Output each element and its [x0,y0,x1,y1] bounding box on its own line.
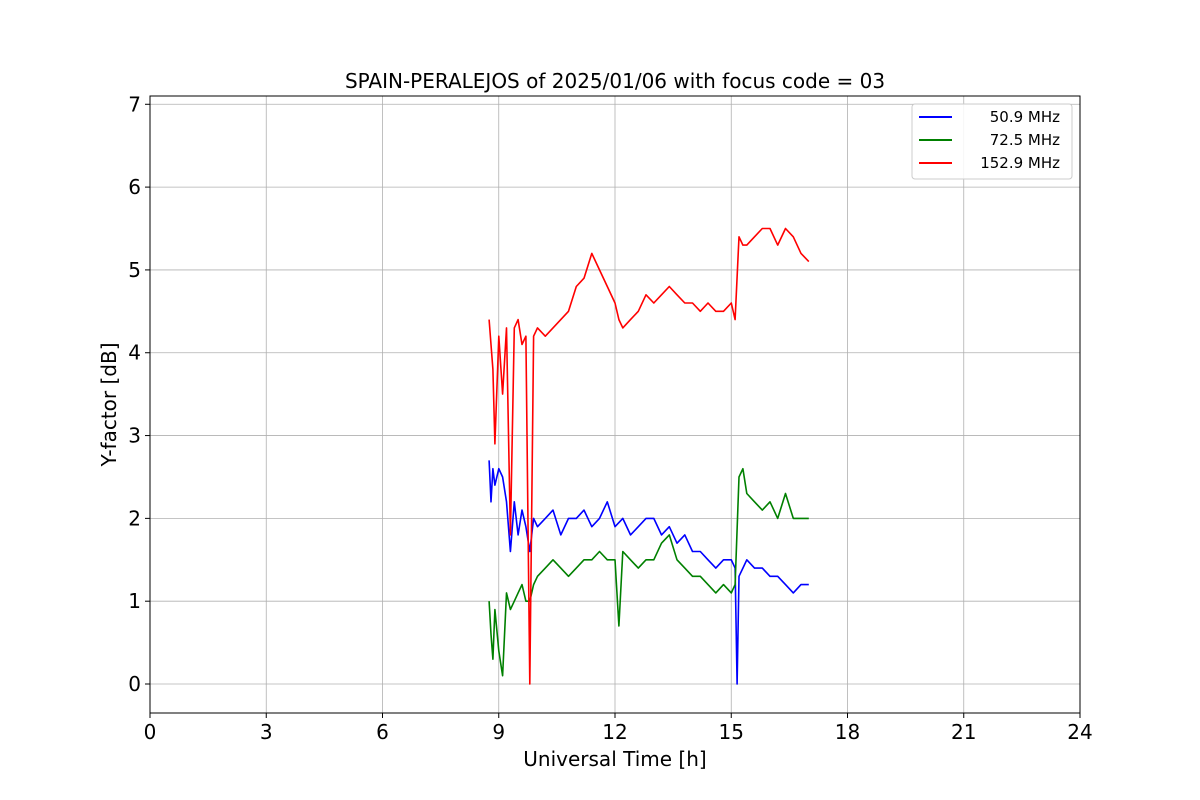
legend-label-2: 152.9 MHz [980,154,1060,172]
x-tick-label: 21 [951,720,976,744]
x-axis-label: Universal Time [h] [523,747,706,771]
y-tick-label: 6 [128,175,141,199]
legend-label-0: 50.9 MHz [990,108,1060,126]
x-tick-label: 3 [260,720,273,744]
x-tick-label: 18 [835,720,860,744]
legend-label-1: 72.5 MHz [990,131,1060,149]
x-tick-label: 9 [492,720,505,744]
chart-title: SPAIN-PERALEJOS of 2025/01/06 with focus… [345,69,885,93]
x-tick-label: 6 [376,720,389,744]
y-tick-label: 2 [128,506,141,530]
legend: 50.9 MHz 72.5 MHz 152.9 MHz [911,103,1073,180]
x-tick-label: 12 [602,720,627,744]
y-tick-label: 0 [128,672,141,696]
x-tick-label: 24 [1067,720,1092,744]
series-line-2 [488,227,810,685]
y-axis-label: Y-factor [dB] [97,342,121,467]
y-tick-label: 3 [128,424,141,448]
series-line-0 [488,460,809,685]
series-line-1 [488,467,809,677]
y-tick-label: 1 [128,589,141,613]
x-tick-label: 15 [719,720,744,744]
series-lines [488,227,810,685]
x-tick-label: 0 [144,720,157,744]
y-tick-label: 7 [128,92,141,116]
y-tick-label: 5 [128,258,141,282]
legend-box [911,103,1073,180]
y-tick-label: 4 [128,341,141,365]
